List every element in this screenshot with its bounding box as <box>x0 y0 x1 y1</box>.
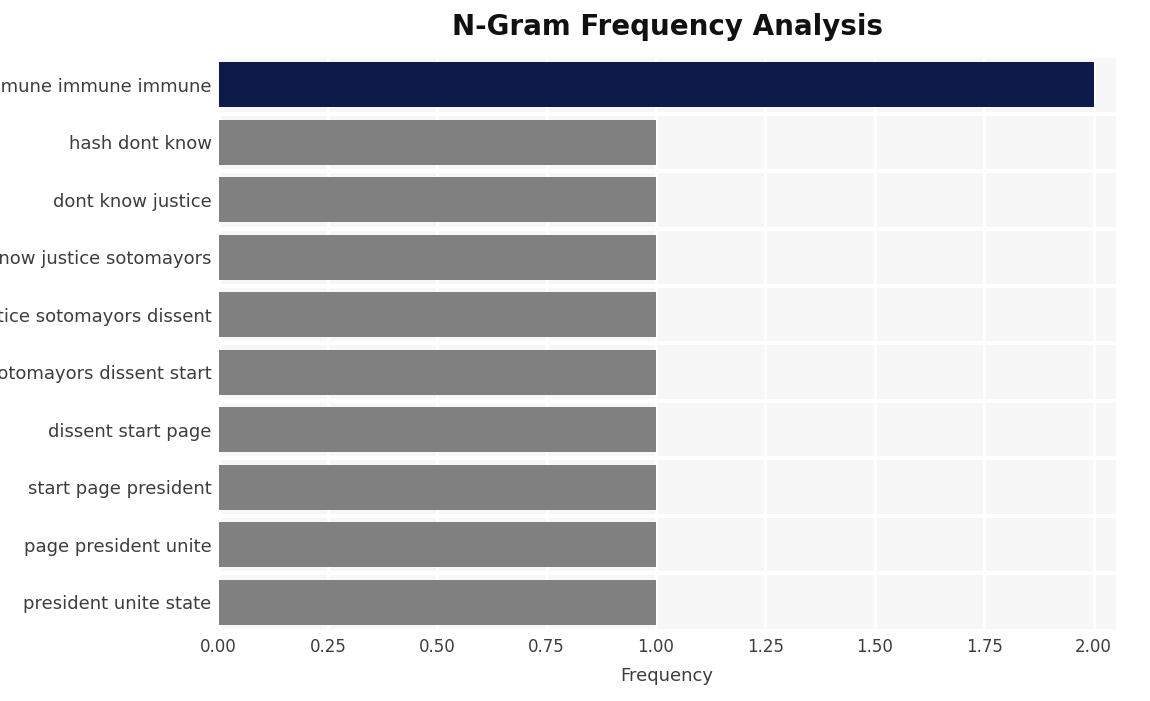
Bar <box>218 407 656 452</box>
Bar <box>218 580 656 625</box>
Bar <box>218 235 656 280</box>
X-axis label: Frequency: Frequency <box>621 667 713 685</box>
Bar <box>218 62 1094 107</box>
Bar <box>218 350 656 395</box>
Bar <box>218 292 656 337</box>
Bar <box>218 177 656 222</box>
Bar <box>218 120 656 165</box>
Bar <box>218 522 656 567</box>
Bar <box>218 465 656 510</box>
Title: N-Gram Frequency Analysis: N-Gram Frequency Analysis <box>452 13 882 41</box>
